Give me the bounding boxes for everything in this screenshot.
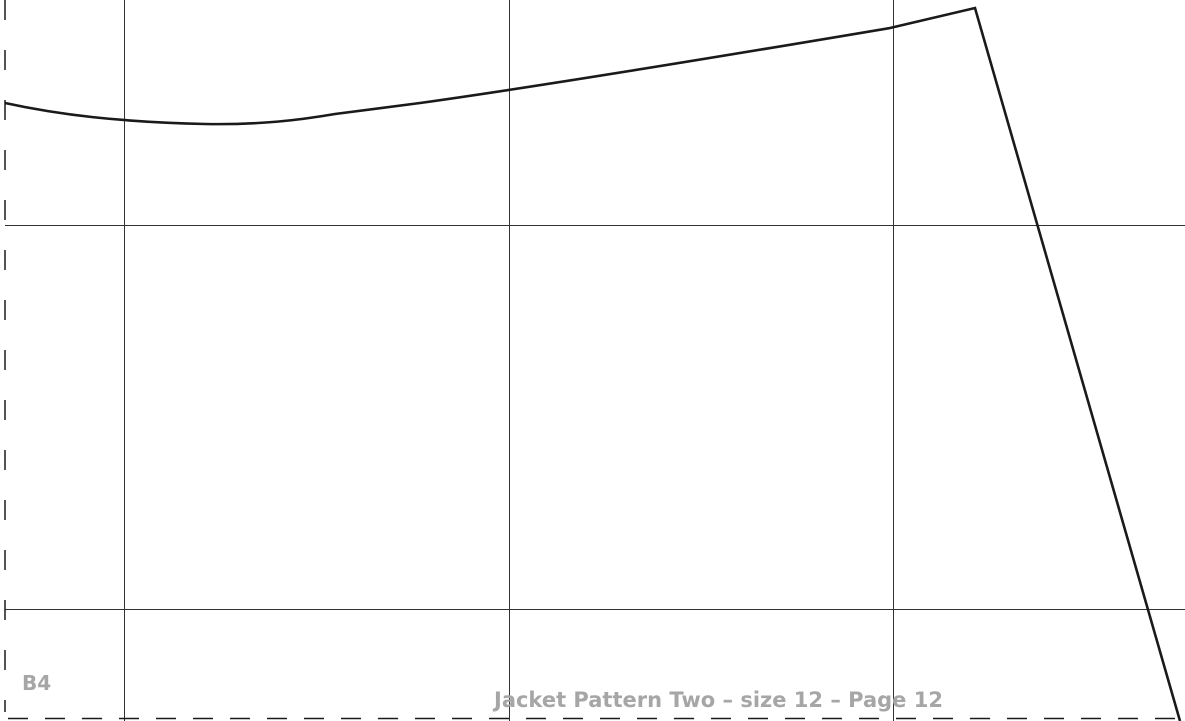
page-border (4, 0, 1185, 720)
tile-grid (5, 0, 1185, 721)
page-footer-title: Jacket Pattern Two – size 12 – Page 12 (494, 688, 943, 712)
pattern-outline (4, 6, 1182, 721)
page-code-label: B4 (22, 671, 52, 695)
